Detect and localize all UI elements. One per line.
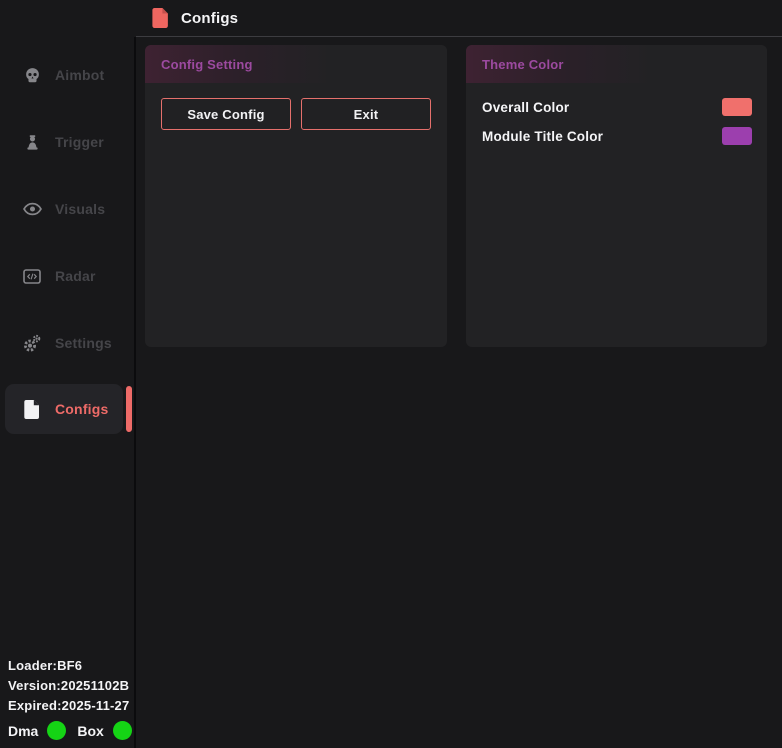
sidebar-divider — [134, 37, 136, 748]
file-icon — [22, 399, 42, 419]
box-status-dot — [112, 721, 132, 740]
sidebar-item-label: Configs — [55, 401, 109, 417]
panel-title: Theme Color — [482, 56, 564, 72]
sidebar-item-configs[interactable]: Configs — [0, 385, 134, 433]
overall-color-swatch[interactable] — [722, 98, 752, 116]
config-setting-panel: Config Setting Save Config Exit — [145, 45, 447, 347]
sidebar-item-trigger[interactable]: Trigger — [0, 118, 134, 166]
sidebar-item-label: Visuals — [55, 201, 106, 217]
connection-status: Dma Box — [8, 721, 132, 740]
page-header: Configs — [136, 0, 782, 37]
panel-title: Config Setting — [161, 56, 253, 72]
module-title-color-label: Module Title Color — [482, 128, 604, 144]
sidebar-item-label: Radar — [55, 268, 96, 284]
config-setting-panel-header: Config Setting — [145, 45, 447, 83]
theme-color-panel: Theme Color Overall Color Module Title C… — [466, 45, 767, 347]
skull-icon — [22, 67, 42, 84]
dma-status-dot — [47, 721, 67, 740]
sidebar: Aimbot Trigger Visuals — [0, 0, 134, 748]
dma-status-label: Dma — [8, 722, 39, 739]
page-title: Configs — [181, 9, 239, 27]
code-window-icon — [22, 268, 42, 284]
exit-button[interactable]: Exit — [301, 98, 431, 130]
sidebar-item-radar[interactable]: Radar — [0, 252, 134, 300]
save-config-button[interactable]: Save Config — [161, 98, 291, 130]
sidebar-item-visuals[interactable]: Visuals — [0, 185, 134, 233]
build-info: Loader:BF6 Version:20251102B Expired:202… — [8, 656, 129, 716]
active-item-indicator — [126, 386, 132, 432]
theme-color-panel-header: Theme Color — [466, 45, 767, 83]
overall-color-label: Overall Color — [482, 99, 570, 115]
gears-icon — [22, 334, 42, 353]
module-title-color-row: Module Title Color — [466, 127, 767, 145]
loader-text: Loader:BF6 — [8, 658, 83, 673]
expired-text: Expired:2025-11-27 — [8, 698, 130, 713]
overall-color-row: Overall Color — [466, 98, 767, 116]
bust-icon — [22, 134, 42, 151]
sidebar-item-label: Settings — [55, 335, 112, 351]
sidebar-item-settings[interactable]: Settings — [0, 319, 134, 367]
eye-icon — [22, 202, 42, 216]
sidebar-item-aimbot[interactable]: Aimbot — [0, 51, 134, 99]
file-icon — [152, 8, 169, 28]
sidebar-item-label: Trigger — [55, 134, 104, 150]
sidebar-item-label: Aimbot — [55, 67, 105, 83]
version-text: Version:20251102B — [8, 678, 130, 693]
module-title-color-swatch[interactable] — [722, 127, 752, 145]
box-status-label: Box — [77, 722, 104, 739]
